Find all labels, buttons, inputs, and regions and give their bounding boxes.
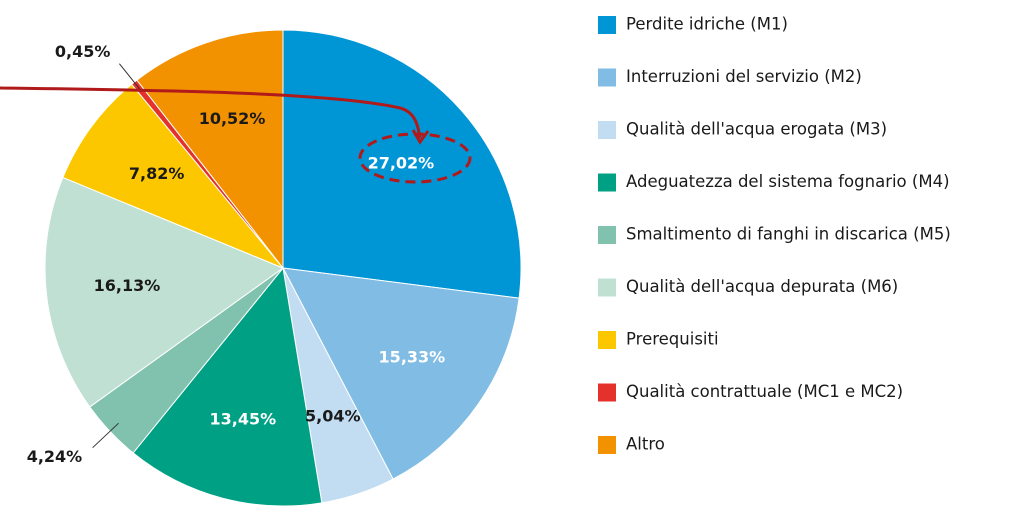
data-label: 16,13% — [94, 276, 161, 295]
data-label: 4,24% — [27, 447, 83, 466]
pie-slice — [282, 267, 520, 480]
legend-swatch — [598, 278, 616, 297]
pie-slice — [132, 266, 323, 507]
legend-label: Qualità dell'acqua erogata (M3) — [626, 120, 887, 139]
data-label: 27,02% — [368, 154, 435, 173]
data-label: 5,04% — [305, 406, 361, 425]
legend-swatch — [598, 436, 616, 454]
labels: 27,02% 15,33% 5,04% 13,45% 4,24% 16,13% 7,82% 0… — [27, 42, 445, 466]
leader-line — [92, 422, 119, 449]
legend: Perdite idriche (M1) Interruzioni del ser… — [598, 15, 951, 454]
legend-label: Smaltimento di fanghi in discarica (M5) — [626, 225, 951, 244]
legend-label: Altro — [626, 435, 665, 454]
legend-label: Perdite idriche (M1) — [626, 15, 788, 34]
legend-swatch — [598, 226, 616, 244]
legend-label: Prerequisiti — [626, 330, 719, 349]
data-label: 0,45% — [55, 42, 111, 61]
annotation-arrow — [0, 86, 422, 139]
legend-swatch — [598, 331, 616, 349]
legend-swatch — [598, 383, 616, 402]
data-label: 10,52% — [199, 109, 266, 128]
highlight-ellipse — [358, 132, 472, 184]
legend-swatch — [598, 121, 616, 139]
legend-label: Qualità contrattuale (MC1 e MC2) — [626, 382, 903, 401]
legend-label: Interruzioni del servizio (M2) — [626, 67, 862, 86]
legend-swatch — [598, 173, 616, 192]
pie-slice — [282, 29, 522, 299]
pie — [44, 29, 522, 507]
pie-slice — [136, 29, 284, 270]
leader-line — [118, 63, 143, 92]
data-label: 7,82% — [129, 164, 185, 183]
data-label: 13,45% — [210, 409, 277, 428]
pie-slice — [44, 176, 285, 408]
legend-label: Adeguatezza del sistema fognario (M4) — [626, 172, 950, 191]
legend-swatch — [598, 16, 616, 34]
legend-label: Qualità dell'acqua depurata (M6) — [626, 277, 898, 296]
legend-swatch — [598, 68, 616, 87]
pie-slice — [62, 83, 284, 269]
data-label: 15,33% — [379, 347, 446, 366]
